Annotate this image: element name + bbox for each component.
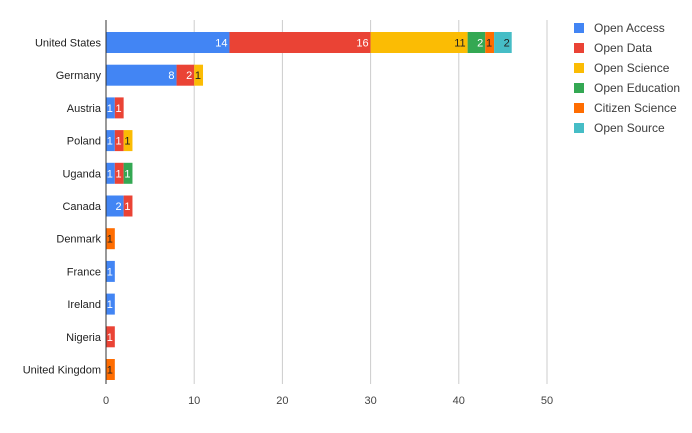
bar-segment xyxy=(194,64,204,86)
data-label: 2 xyxy=(504,38,510,50)
data-label: 1 xyxy=(107,103,113,115)
data-label: 1 xyxy=(107,168,113,180)
data-label: 1 xyxy=(107,299,113,311)
bar-segment xyxy=(106,130,115,152)
grid-lines xyxy=(193,20,548,384)
axes: 0 10 20 30 40 50 United States Germany Austria Po… xyxy=(23,20,553,407)
data-label: 1 xyxy=(107,365,113,377)
x-tick-label: 50 xyxy=(541,395,553,407)
category-label: Austria xyxy=(67,103,102,115)
x-tick-label: 30 xyxy=(364,395,376,407)
bar-segment xyxy=(106,228,115,250)
bar-segment xyxy=(114,162,124,184)
bar-segment xyxy=(123,162,133,184)
bar-segment xyxy=(106,64,177,86)
data-label: 2 xyxy=(186,70,192,82)
legend-swatch xyxy=(574,83,584,93)
legend-item: Open Source xyxy=(574,118,680,138)
bar-segment xyxy=(370,32,468,53)
legend-swatch xyxy=(574,63,584,73)
bar-segment xyxy=(106,326,115,348)
bar-segment xyxy=(106,97,115,119)
category-label: Ireland xyxy=(67,299,101,311)
legend-label: Open Data xyxy=(594,41,653,55)
data-label: 1 xyxy=(124,136,130,148)
x-tick-label: 0 xyxy=(103,395,109,407)
x-tick-label: 40 xyxy=(453,395,465,407)
x-tick-label: 20 xyxy=(276,395,288,407)
legend-item: Open Access xyxy=(574,18,680,38)
legend-swatch xyxy=(574,123,584,133)
data-label: 2 xyxy=(116,201,122,213)
data-label: 1 xyxy=(124,168,130,180)
data-label: 1 xyxy=(195,70,201,82)
legend-item: Open Science xyxy=(574,58,680,78)
data-label: 8 xyxy=(168,70,174,82)
bar-segment xyxy=(106,260,115,282)
category-label: Canada xyxy=(62,201,101,213)
category-label: Poland xyxy=(67,136,101,148)
data-label: 1 xyxy=(486,38,492,50)
data-label: 1 xyxy=(107,332,113,344)
category-label: United Kingdom xyxy=(23,365,101,377)
legend-item: Open Education xyxy=(574,78,680,98)
data-label: 1 xyxy=(116,168,122,180)
bar-segment xyxy=(467,32,486,53)
category-label: Nigeria xyxy=(66,332,102,344)
bar-segment xyxy=(106,162,115,184)
data-label: 1 xyxy=(116,103,122,115)
legend-swatch xyxy=(574,23,584,33)
bar-segment xyxy=(106,359,115,380)
data-label: 2 xyxy=(477,38,483,50)
bar-segment xyxy=(106,32,230,53)
data-label: 14 xyxy=(215,38,227,50)
bar-segment xyxy=(485,32,495,53)
data-label: 1 xyxy=(107,136,113,148)
data-label: 1 xyxy=(116,136,122,148)
legend-label: Open Science xyxy=(594,61,670,75)
data-label: 1 xyxy=(124,201,130,213)
x-tick-label: 10 xyxy=(188,395,200,407)
data-label: 16 xyxy=(356,38,368,50)
category-label: France xyxy=(67,266,101,278)
bar-segment xyxy=(494,32,512,53)
bar-segment xyxy=(229,32,371,53)
category-label: Uganda xyxy=(62,168,101,180)
data-label: 1 xyxy=(107,266,113,278)
bar-segment xyxy=(106,195,124,217)
category-label: United States xyxy=(35,38,102,50)
legend-swatch xyxy=(574,43,584,53)
bar-segment xyxy=(114,130,124,152)
category-label: Denmark xyxy=(56,234,101,246)
data-label: 11 xyxy=(454,38,465,50)
legend-label: Open Source xyxy=(594,121,665,135)
legend-label: Open Access xyxy=(594,21,665,35)
legend-label: Citizen Science xyxy=(594,101,677,115)
legend-item: Citizen Science xyxy=(574,98,680,118)
legend: Open Access Open Data Open Science Open Edu… xyxy=(574,18,680,138)
legend-label: Open Education xyxy=(594,81,681,95)
legend-item: Open Data xyxy=(574,38,680,58)
bar-segment xyxy=(176,64,195,86)
data-label: 1 xyxy=(107,234,113,246)
bar-segment xyxy=(114,97,124,119)
bar-segment xyxy=(106,293,115,315)
bar-segment xyxy=(123,195,133,217)
category-label: Germany xyxy=(56,70,102,82)
bar-segment xyxy=(123,130,133,152)
legend-swatch xyxy=(574,103,584,113)
